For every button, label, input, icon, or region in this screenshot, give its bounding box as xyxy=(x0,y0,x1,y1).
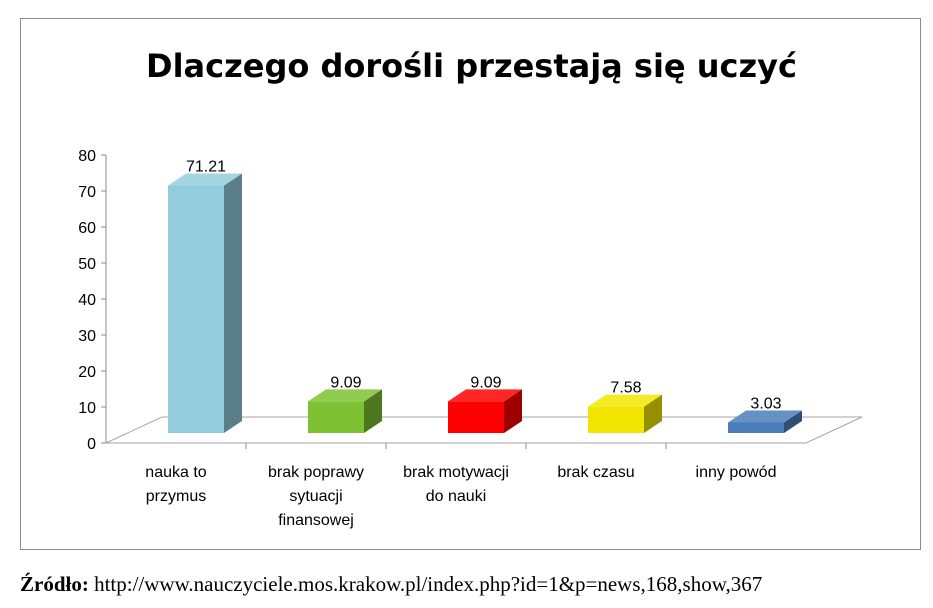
category-label: inny powód xyxy=(696,464,777,481)
category-label-line: nauka to xyxy=(145,464,206,481)
y-tick-label: 60 xyxy=(78,220,96,237)
data-label: 9.09 xyxy=(470,374,501,391)
bar-3 xyxy=(448,389,522,433)
category-label-line: przymus xyxy=(146,488,206,505)
chart-plot: 0 10 20 30 40 50 60 70 80 71.21 nauka to przymus 9.0… xyxy=(78,148,863,529)
bar-side xyxy=(504,389,522,433)
y-tick-label: 70 xyxy=(78,184,96,201)
y-tick-label: 80 xyxy=(78,148,96,165)
data-label: 3.03 xyxy=(750,395,781,412)
bar-front xyxy=(588,406,644,433)
y-tick-label: 50 xyxy=(78,256,96,273)
source-line: Źródło: http://www.nauczyciele.mos.krako… xyxy=(20,572,925,597)
category-label-line: brak poprawy xyxy=(268,464,364,481)
category-label-line: inny powód xyxy=(696,464,777,481)
category-label-line: finansowej xyxy=(278,512,354,529)
bar-4 xyxy=(588,394,662,433)
bar-top xyxy=(588,394,662,407)
data-label: 9.09 xyxy=(330,374,361,391)
chart-title: Dlaczego dorośli przestają się uczyć xyxy=(146,47,797,85)
category-label: brak czasu xyxy=(557,464,634,481)
category-label-line: sytuacji xyxy=(289,488,342,505)
category-label: nauka to przymus xyxy=(145,464,206,505)
bar-top xyxy=(448,389,522,402)
source-url: http://www.nauczyciele.mos.krakow.pl/ind… xyxy=(94,572,763,596)
category-label-line: do nauki xyxy=(426,488,487,505)
bar-side xyxy=(644,394,662,433)
y-tick-label: 0 xyxy=(87,436,96,453)
bar-side xyxy=(364,389,382,433)
category-label-line: brak czasu xyxy=(557,464,634,481)
bar-top xyxy=(728,410,802,423)
bar-side xyxy=(784,410,802,433)
bar-front xyxy=(448,401,504,433)
y-tick-label: 40 xyxy=(78,292,96,309)
source-label: Źródło: xyxy=(20,572,89,596)
bar-front xyxy=(168,185,224,433)
y-tick-label: 30 xyxy=(78,328,96,345)
chart-frame: Dlaczego dorośli przestają się uczyć 0 10… xyxy=(20,18,921,550)
bar-top xyxy=(168,173,242,186)
y-tick-label: 20 xyxy=(78,364,96,381)
y-tick-label: 10 xyxy=(78,400,96,417)
bar-1 xyxy=(168,173,242,433)
category-label-line: brak motywacji xyxy=(403,464,509,481)
bar-2 xyxy=(308,389,382,433)
category-label: brak motywacji do nauki xyxy=(403,464,509,505)
bar-side xyxy=(224,173,242,433)
bar-5 xyxy=(728,410,802,433)
category-label: brak poprawy sytuacji finansowej xyxy=(268,464,364,529)
bar-top xyxy=(308,389,382,402)
bar-front xyxy=(308,401,364,433)
data-label: 7.58 xyxy=(610,380,641,397)
bar-front xyxy=(728,422,784,433)
data-label: 71.21 xyxy=(186,159,226,176)
